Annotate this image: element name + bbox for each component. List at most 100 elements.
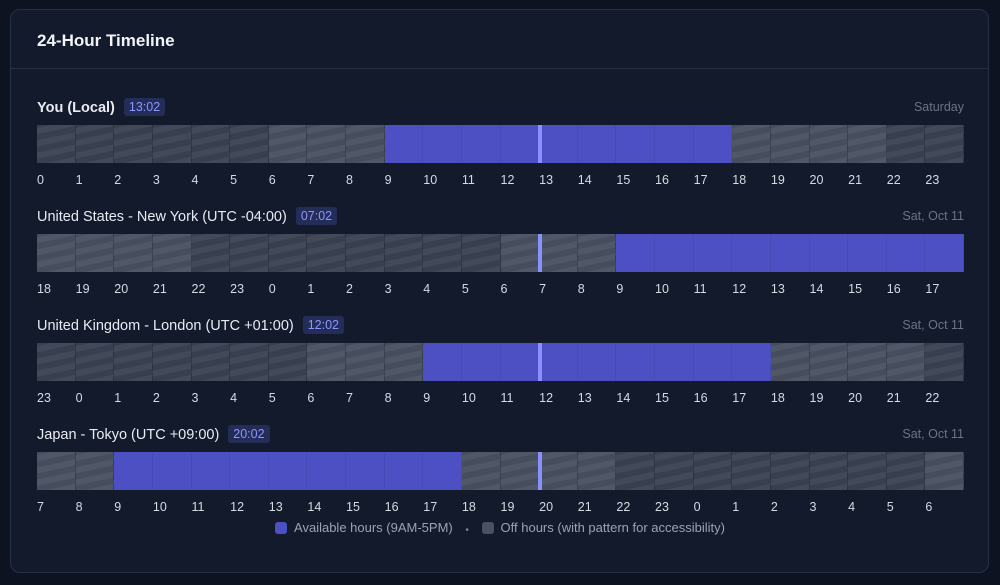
available-hour-cell[interactable] xyxy=(423,452,462,490)
off-hour-cell[interactable] xyxy=(114,234,153,272)
off-hour-cell[interactable] xyxy=(577,452,617,490)
off-hour-cell[interactable] xyxy=(461,234,501,272)
off-hour-cell[interactable] xyxy=(886,452,926,490)
available-hour-cell[interactable] xyxy=(461,343,501,381)
available-hour-cell[interactable] xyxy=(423,125,462,163)
available-hour-cell[interactable] xyxy=(423,343,462,381)
off-hour-cell[interactable] xyxy=(770,125,810,163)
off-hour-cell[interactable] xyxy=(500,234,540,272)
off-hour-cell[interactable] xyxy=(732,125,771,163)
off-hour-cell[interactable] xyxy=(886,343,926,381)
available-hour-cell[interactable] xyxy=(809,234,849,272)
available-hour-cell[interactable] xyxy=(616,343,655,381)
available-hour-cell[interactable] xyxy=(616,234,655,272)
off-hour-cell[interactable] xyxy=(230,234,269,272)
available-hour-cell[interactable] xyxy=(925,234,964,272)
off-hour-cell[interactable] xyxy=(191,234,231,272)
off-hour-cell[interactable] xyxy=(848,452,887,490)
off-hour-cell[interactable] xyxy=(925,343,964,381)
available-hour-cell[interactable] xyxy=(384,452,424,490)
off-hour-cell[interactable] xyxy=(75,234,115,272)
available-hour-cell[interactable] xyxy=(191,452,231,490)
available-hour-cell[interactable] xyxy=(307,452,346,490)
available-hour-cell[interactable] xyxy=(848,234,887,272)
hour-label: 0 xyxy=(268,282,276,296)
off-hour-cell[interactable] xyxy=(616,452,655,490)
available-hour-cell[interactable] xyxy=(693,125,733,163)
off-hour-cell[interactable] xyxy=(191,343,231,381)
off-hour-cell[interactable] xyxy=(655,452,694,490)
available-hour-cell[interactable] xyxy=(346,452,385,490)
off-hour-cell[interactable] xyxy=(770,343,810,381)
available-hour-cell[interactable] xyxy=(539,343,578,381)
off-hour-cell[interactable] xyxy=(230,125,269,163)
off-hour-cell[interactable] xyxy=(384,234,424,272)
available-hour-cell[interactable] xyxy=(732,234,771,272)
off-hour-cell[interactable] xyxy=(423,234,462,272)
off-hour-cell[interactable] xyxy=(75,125,115,163)
off-hour-cell[interactable] xyxy=(114,343,153,381)
off-hour-cell[interactable] xyxy=(848,343,887,381)
off-hour-cell[interactable] xyxy=(577,234,617,272)
hour-label: 19 xyxy=(75,282,90,296)
available-hour-cell[interactable] xyxy=(693,234,733,272)
available-hour-cell[interactable] xyxy=(152,452,192,490)
off-hour-cell[interactable] xyxy=(539,234,578,272)
available-hour-cell[interactable] xyxy=(230,452,269,490)
off-hour-cell[interactable] xyxy=(75,452,115,490)
off-hour-cell[interactable] xyxy=(152,125,192,163)
off-hour-cell[interactable] xyxy=(307,234,346,272)
off-hour-cell[interactable] xyxy=(384,343,424,381)
off-hour-cell[interactable] xyxy=(307,343,346,381)
available-hour-cell[interactable] xyxy=(655,125,694,163)
available-hour-cell[interactable] xyxy=(577,343,617,381)
off-hour-cell[interactable] xyxy=(539,452,578,490)
off-hour-cell[interactable] xyxy=(37,452,76,490)
off-hour-cell[interactable] xyxy=(461,452,501,490)
off-hour-cell[interactable] xyxy=(75,343,115,381)
off-hour-cell[interactable] xyxy=(925,452,964,490)
off-hour-cell[interactable] xyxy=(152,234,192,272)
off-hour-cell[interactable] xyxy=(809,343,849,381)
off-hour-cell[interactable] xyxy=(809,125,849,163)
off-hour-cell[interactable] xyxy=(886,125,926,163)
off-hour-cell[interactable] xyxy=(268,343,308,381)
available-hour-cell[interactable] xyxy=(732,343,771,381)
off-hour-cell[interactable] xyxy=(500,452,540,490)
off-hour-cell[interactable] xyxy=(809,452,849,490)
available-hour-cell[interactable] xyxy=(114,452,153,490)
available-hour-cell[interactable] xyxy=(577,125,617,163)
available-hour-cell[interactable] xyxy=(500,343,540,381)
off-hour-cell[interactable] xyxy=(268,234,308,272)
hour-label: 4 xyxy=(230,391,238,405)
off-hour-cell[interactable] xyxy=(346,343,385,381)
off-hour-cell[interactable] xyxy=(307,125,346,163)
off-hour-cell[interactable] xyxy=(114,125,153,163)
off-hour-cell[interactable] xyxy=(770,452,810,490)
off-hour-cell[interactable] xyxy=(37,125,76,163)
available-hour-cell[interactable] xyxy=(770,234,810,272)
off-hour-cell[interactable] xyxy=(693,452,733,490)
available-hour-cell[interactable] xyxy=(655,234,694,272)
available-hour-cell[interactable] xyxy=(500,125,540,163)
available-hour-cell[interactable] xyxy=(693,343,733,381)
off-hour-cell[interactable] xyxy=(191,125,231,163)
available-hour-cell[interactable] xyxy=(539,125,578,163)
available-hour-cell[interactable] xyxy=(616,125,655,163)
off-hour-cell[interactable] xyxy=(37,343,76,381)
off-hour-cell[interactable] xyxy=(152,343,192,381)
available-hour-cell[interactable] xyxy=(886,234,926,272)
off-hour-cell[interactable] xyxy=(925,125,964,163)
off-hour-cell[interactable] xyxy=(268,125,308,163)
available-hour-cell[interactable] xyxy=(655,343,694,381)
off-hour-cell[interactable] xyxy=(732,452,771,490)
off-hour-cell[interactable] xyxy=(346,234,385,272)
off-hour-cell[interactable] xyxy=(848,125,887,163)
available-hour-cell[interactable] xyxy=(268,452,308,490)
off-hour-cell[interactable] xyxy=(37,234,76,272)
hour-label: 23 xyxy=(37,391,51,405)
available-hour-cell[interactable] xyxy=(384,125,424,163)
available-hour-cell[interactable] xyxy=(461,125,501,163)
off-hour-cell[interactable] xyxy=(230,343,269,381)
off-hour-cell[interactable] xyxy=(346,125,385,163)
